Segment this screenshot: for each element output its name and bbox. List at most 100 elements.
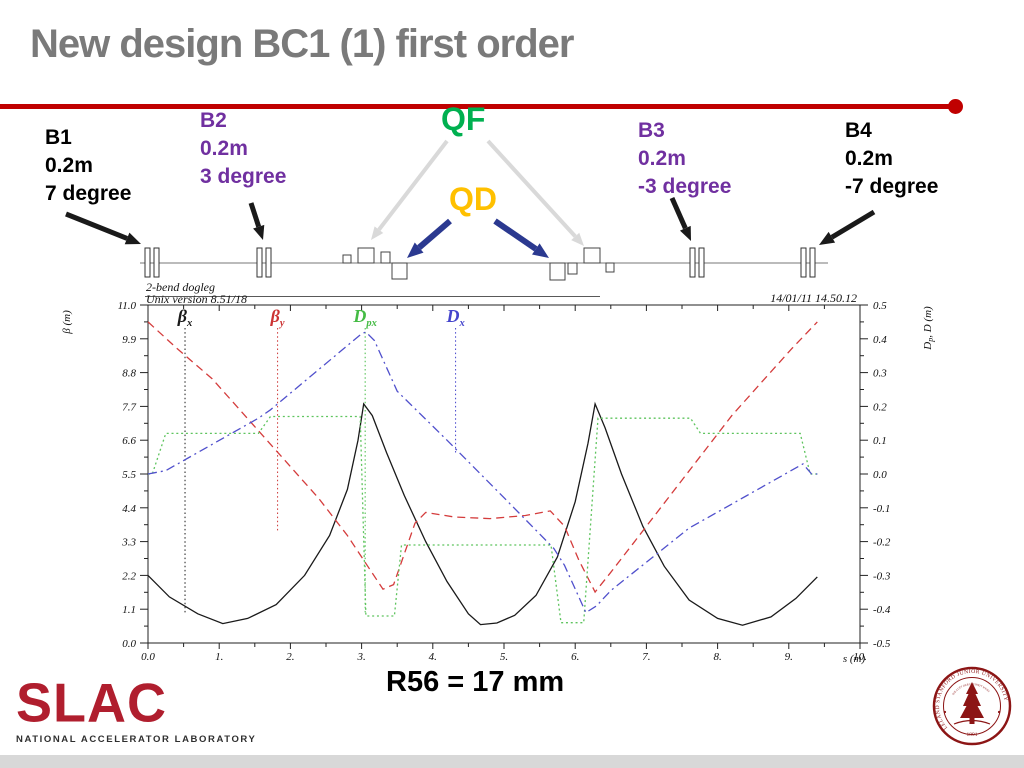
svg-text:3.: 3. [356, 651, 365, 663]
b4-arrow [819, 209, 876, 245]
r56-value: R56 = 17 mm [386, 666, 565, 698]
svg-text:6.: 6. [571, 651, 579, 663]
qf-right-arrow [486, 139, 584, 246]
svg-text:3.3: 3.3 [121, 537, 136, 549]
footer-bar [0, 755, 1024, 768]
svg-text:8.8: 8.8 [122, 368, 136, 380]
b3-arrow [669, 196, 691, 241]
label-qd: QD [449, 181, 497, 217]
svg-text:10.: 10. [853, 651, 867, 663]
label-b4: B4 0.2m -7 degree [845, 117, 938, 201]
svg-text:7.: 7. [642, 651, 650, 663]
svg-text:-0.2: -0.2 [873, 537, 891, 549]
svg-text:-0.5: -0.5 [873, 638, 891, 650]
svg-text:2-bend dogleg: 2-bend dogleg [146, 280, 215, 294]
label-b4-line1: B4 [845, 119, 872, 142]
svg-text:8.: 8. [713, 651, 721, 663]
svg-text:5.5: 5.5 [122, 469, 136, 481]
qf-left-arrow [371, 139, 449, 240]
svg-text:-0.1: -0.1 [873, 503, 890, 515]
accent-rule [0, 104, 956, 109]
label-qf: QF [441, 101, 486, 137]
quad-quad-small-3 [567, 262, 578, 275]
svg-text:4.4: 4.4 [122, 503, 136, 515]
label-b2-line1: B2 [200, 109, 227, 132]
series-beta_x [147, 401, 818, 626]
stanford-seal: LELAND STANFORD JUNIOR UNIVERSITY DIE LU… [932, 666, 1012, 746]
svg-text:βx: βx [177, 306, 192, 329]
svg-text:Dp, D (m): Dp, D (m) [922, 306, 935, 351]
svg-text:6.6: 6.6 [122, 435, 136, 447]
label-b2-line3: 3 degree [200, 165, 287, 188]
page-title: New design BC1 (1) first order [30, 22, 574, 66]
svg-text:0.0: 0.0 [873, 469, 887, 481]
bend-B1 [144, 247, 151, 278]
bend-B3 [689, 247, 696, 278]
seal-inner-ring [943, 677, 1001, 735]
label-b3: B3 0.2m -3 degree [638, 117, 731, 201]
qd-right-arrow [493, 218, 549, 258]
qd-left-arrow [407, 218, 452, 258]
svg-text:0.0: 0.0 [141, 651, 155, 663]
quad-QF2 [583, 247, 601, 264]
svg-text:-0.4: -0.4 [873, 604, 891, 616]
seal-tree-icon [960, 682, 984, 724]
seal-year: 1891 [967, 732, 978, 738]
svg-text:0.3: 0.3 [873, 368, 887, 380]
svg-text:1.1: 1.1 [122, 604, 136, 616]
label-b3-line2: 0.2m [638, 147, 686, 170]
label-b1-line3: 7 degree [45, 182, 132, 205]
svg-text:-0.3: -0.3 [873, 570, 891, 582]
series-beta_y [147, 321, 818, 594]
quad-QD2 [549, 262, 566, 281]
seal-ground-line [953, 719, 991, 725]
svg-text:2.2: 2.2 [122, 570, 136, 582]
slac-logo: SLAC NATIONAL ACCELERATOR LABORATORY [16, 672, 257, 745]
quad-QF1 [357, 247, 375, 264]
bend-B4 [800, 247, 807, 278]
seal-dot-left [943, 710, 947, 714]
svg-text:2.: 2. [286, 651, 294, 663]
quad-quad-small-4 [605, 262, 615, 273]
svg-text:9.: 9. [785, 651, 793, 663]
quad-quad-small-2 [380, 251, 391, 264]
svg-text:14/01/11 14.50.12: 14/01/11 14.50.12 [770, 291, 857, 305]
label-b1-line2: 0.2m [45, 154, 93, 177]
beamline-schematic [140, 247, 828, 281]
callout-arrows [65, 139, 876, 258]
label-b2: B2 0.2m 3 degree [200, 107, 286, 191]
svg-text:4.: 4. [429, 651, 437, 663]
svg-text:s (m): s (m) [843, 653, 866, 665]
svg-text:5.: 5. [500, 651, 508, 663]
twiss-plot: 0.0 1. 2. 3. 4. 5. 6. 7. 8. 9. 10. 0.0 1.1 2.2 3.3 4.4 5… [61, 280, 935, 665]
label-b4-line2: 0.2m [845, 147, 893, 170]
b2-arrow [248, 202, 265, 240]
label-b2-line2: 0.2m [200, 137, 248, 160]
svg-text:βy: βy [270, 306, 285, 329]
label-b3-line1: B3 [638, 119, 665, 142]
plot-series [147, 321, 818, 626]
svg-text:11.0: 11.0 [118, 300, 137, 312]
plot-legend: βx βy Dpx Dx [177, 306, 465, 614]
svg-text:7.7: 7.7 [122, 401, 136, 413]
svg-text:0.5: 0.5 [873, 300, 887, 312]
slac-logo-wordmark: SLAC [16, 672, 167, 734]
svg-text:Unix version 8.51/18: Unix version 8.51/18 [146, 292, 247, 306]
bend-B2 [256, 247, 263, 278]
svg-text:0.1: 0.1 [873, 435, 887, 447]
seal-dot-right [997, 710, 1001, 714]
svg-text:0.0: 0.0 [122, 638, 136, 650]
svg-text:0.2: 0.2 [873, 401, 887, 413]
quad-quad-small-1 [342, 254, 352, 264]
quad-QD1 [391, 262, 408, 280]
svg-text:β (m): β (m) [61, 310, 73, 335]
label-b1-line1: B1 [45, 126, 72, 149]
slac-logo-tagline: NATIONAL ACCELERATOR LABORATORY [16, 734, 257, 745]
label-b3-line3: -3 degree [638, 175, 732, 198]
svg-text:9.9: 9.9 [122, 334, 136, 346]
series-D_px [148, 415, 818, 624]
svg-text:0.4: 0.4 [873, 334, 887, 346]
label-b4-line3: -7 degree [845, 175, 939, 198]
svg-text:Dx: Dx [445, 306, 464, 329]
